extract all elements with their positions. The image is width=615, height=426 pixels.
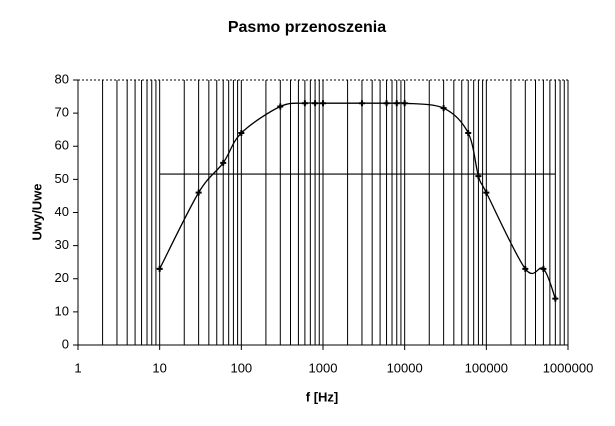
y-tick-label: 70	[55, 105, 69, 120]
data-point	[440, 105, 447, 112]
x-axis-title: f [Hz]	[306, 389, 339, 404]
x-tick-label: 1000	[309, 360, 338, 375]
y-tick-label: 60	[55, 138, 69, 153]
data-point	[383, 100, 390, 107]
data-point	[401, 100, 408, 107]
data-point	[238, 130, 245, 136]
x-tick-label: 1	[74, 360, 81, 375]
data-line	[159, 102, 556, 299]
x-tick-label: 1000000	[543, 360, 594, 375]
y-tick-label: 80	[55, 71, 69, 86]
y-tick-label: 40	[55, 204, 69, 219]
data-point	[195, 189, 202, 196]
data-point	[301, 100, 308, 107]
x-tick-label: 10	[152, 360, 166, 375]
data-point	[393, 100, 400, 107]
y-tick-label: 10	[55, 303, 69, 318]
y-axis-title: Uwy/Uwe	[29, 183, 44, 240]
chart-title: Pasmo przenoszenia	[228, 19, 386, 36]
data-point	[475, 173, 482, 180]
data-point	[277, 103, 284, 110]
y-tick-label: 30	[55, 237, 69, 252]
x-tick-label: 10000	[387, 360, 423, 375]
y-tick-label: 20	[55, 270, 69, 285]
data-point	[358, 100, 365, 107]
data-point	[465, 130, 472, 136]
data-point	[522, 265, 529, 272]
data-point	[156, 265, 163, 272]
data-point	[220, 159, 227, 166]
data-point	[483, 189, 490, 196]
data-point	[552, 295, 559, 302]
y-tick-label: 50	[55, 171, 69, 186]
data-point	[312, 100, 319, 107]
x-tick-label: 100	[230, 360, 252, 375]
data-point	[540, 265, 547, 272]
y-tick-label: 0	[62, 336, 69, 351]
x-tick-label: 100000	[465, 360, 508, 375]
data-point	[320, 100, 326, 107]
